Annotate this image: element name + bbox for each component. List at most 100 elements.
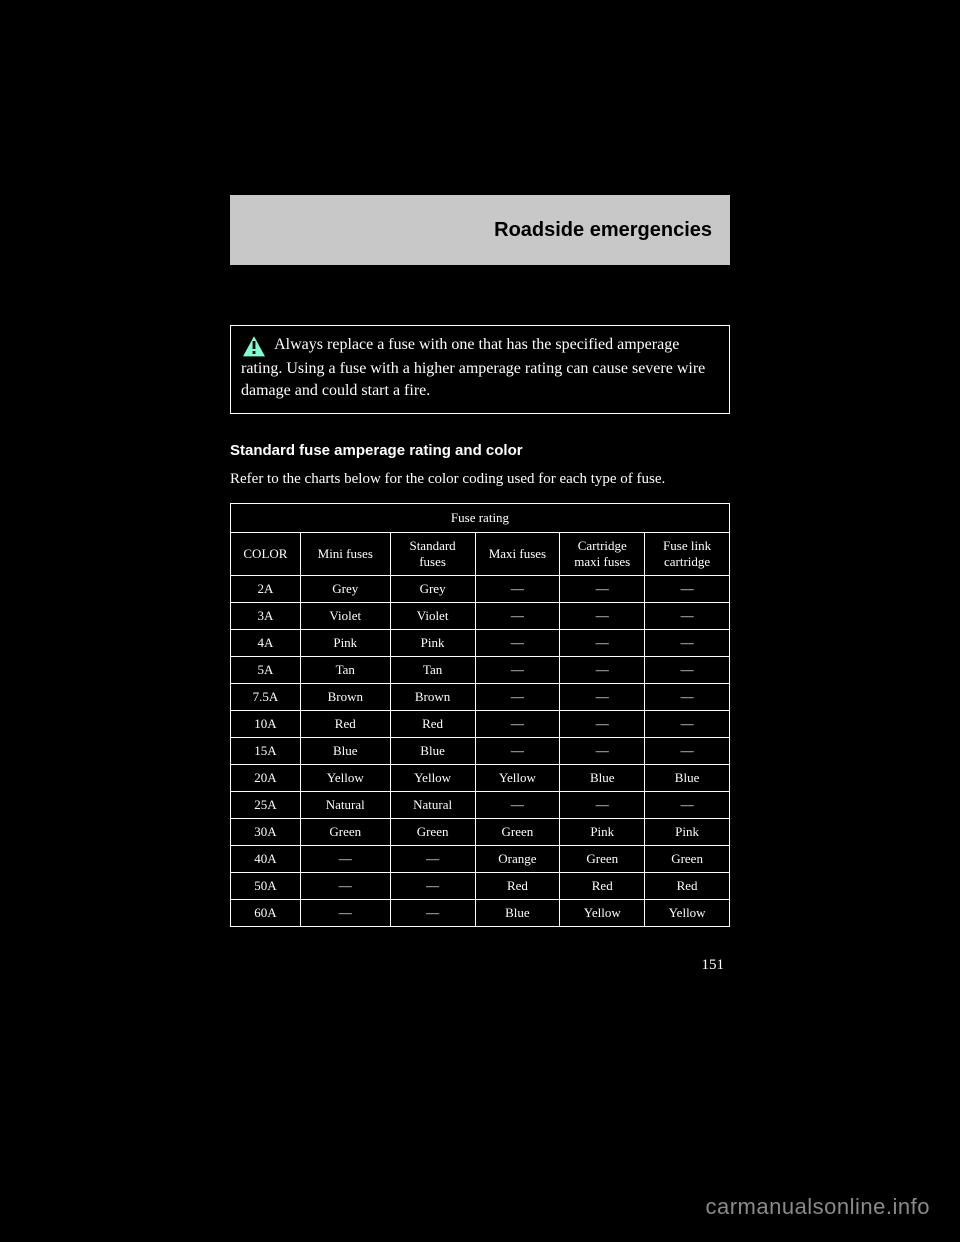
- table-cell: —: [645, 603, 730, 630]
- table-cell: —: [560, 576, 645, 603]
- table-cell: Red: [300, 711, 390, 738]
- table-cell: 30A: [231, 819, 301, 846]
- table-cell: —: [560, 684, 645, 711]
- chapter-header: Roadside emergencies: [230, 195, 730, 265]
- table-cell: Green: [645, 846, 730, 873]
- table-col-0: COLOR: [231, 533, 301, 576]
- table-cell: —: [645, 684, 730, 711]
- table-row: 5ATanTan———: [231, 657, 730, 684]
- table-cell: Tan: [390, 657, 475, 684]
- table-cell: 25A: [231, 792, 301, 819]
- table-cell: —: [560, 738, 645, 765]
- table-cell: —: [645, 792, 730, 819]
- table-cell: 50A: [231, 873, 301, 900]
- table-group-header: Fuse rating: [231, 504, 730, 533]
- table-cell: Yellow: [560, 900, 645, 927]
- table-cell: Blue: [390, 738, 475, 765]
- table-row: 20AYellowYellowYellowBlueBlue: [231, 765, 730, 792]
- table-cell: —: [300, 900, 390, 927]
- table-cell: Yellow: [390, 765, 475, 792]
- table-cell: —: [560, 603, 645, 630]
- warning-box: Always replace a fuse with one that has …: [230, 325, 730, 414]
- table-cell: Violet: [300, 603, 390, 630]
- table-cell: —: [475, 603, 560, 630]
- table-cell: —: [560, 792, 645, 819]
- table-row: 25ANaturalNatural———: [231, 792, 730, 819]
- table-cell: —: [645, 657, 730, 684]
- table-cell: 10A: [231, 711, 301, 738]
- table-cell: —: [300, 846, 390, 873]
- table-cell: Natural: [300, 792, 390, 819]
- table-cell: —: [645, 630, 730, 657]
- table-row: 50A——RedRedRed: [231, 873, 730, 900]
- table-cell: —: [390, 846, 475, 873]
- table-cell: 2A: [231, 576, 301, 603]
- table-cell: 60A: [231, 900, 301, 927]
- table-col-5: Fuse link cartridge: [645, 533, 730, 576]
- table-cell: Brown: [390, 684, 475, 711]
- page-number: 151: [230, 957, 730, 974]
- table-col-3: Maxi fuses: [475, 533, 560, 576]
- table-cell: Blue: [645, 765, 730, 792]
- table-cell: 15A: [231, 738, 301, 765]
- table-cell: Orange: [475, 846, 560, 873]
- table-cell: Red: [390, 711, 475, 738]
- table-cell: —: [300, 873, 390, 900]
- table-row: 3AVioletViolet———: [231, 603, 730, 630]
- table-group-header-row: Fuse rating: [231, 504, 730, 533]
- table-cell: —: [390, 873, 475, 900]
- table-cell: —: [475, 576, 560, 603]
- table-cell: Pink: [390, 630, 475, 657]
- table-cell: Red: [560, 873, 645, 900]
- watermark: carmanualsonline.info: [705, 1194, 930, 1220]
- chapter-title: Roadside emergencies: [494, 219, 712, 242]
- table-cell: Green: [475, 819, 560, 846]
- table-cell: 3A: [231, 603, 301, 630]
- section-sub: Refer to the charts below for the color …: [230, 469, 730, 489]
- table-cell: —: [645, 738, 730, 765]
- table-cell: Natural: [390, 792, 475, 819]
- table-row: 2AGreyGrey———: [231, 576, 730, 603]
- table-row: 40A——OrangeGreenGreen: [231, 846, 730, 873]
- table-cell: Violet: [390, 603, 475, 630]
- table-cell: Red: [475, 873, 560, 900]
- table-cell: —: [560, 657, 645, 684]
- table-cell: —: [390, 900, 475, 927]
- table-cell: Blue: [300, 738, 390, 765]
- table-cell: —: [560, 711, 645, 738]
- table-cell: —: [475, 792, 560, 819]
- table-cell: Green: [560, 846, 645, 873]
- table-cell: Tan: [300, 657, 390, 684]
- table-body: 2AGreyGrey———3AVioletViolet———4APinkPink…: [231, 576, 730, 927]
- table-cell: Yellow: [645, 900, 730, 927]
- table-cell: 4A: [231, 630, 301, 657]
- table-cell: Blue: [475, 900, 560, 927]
- page-container: Roadside emergencies Always replace a fu…: [230, 195, 730, 974]
- table-cell: Blue: [560, 765, 645, 792]
- table-row: 7.5ABrownBrown———: [231, 684, 730, 711]
- table-col-1: Mini fuses: [300, 533, 390, 576]
- table-row: 60A——BlueYellowYellow: [231, 900, 730, 927]
- table-cell: —: [475, 657, 560, 684]
- table-cell: Grey: [300, 576, 390, 603]
- warning-icon: [241, 334, 267, 358]
- table-col-4: Cartridge maxi fuses: [560, 533, 645, 576]
- table-cell: Red: [645, 873, 730, 900]
- table-cell: —: [645, 576, 730, 603]
- table-cell: —: [645, 711, 730, 738]
- table-col-2: Standard fuses: [390, 533, 475, 576]
- fuse-rating-table: Fuse rating COLOR Mini fuses Standard fu…: [230, 503, 730, 927]
- table-row: 10ARedRed———: [231, 711, 730, 738]
- table-cell: Pink: [300, 630, 390, 657]
- table-cell: Yellow: [300, 765, 390, 792]
- warning-text: Always replace a fuse with one that has …: [241, 334, 719, 401]
- section-heading: Standard fuse amperage rating and color: [230, 442, 730, 459]
- table-cell: Green: [390, 819, 475, 846]
- table-column-header-row: COLOR Mini fuses Standard fuses Maxi fus…: [231, 533, 730, 576]
- warning-text-content: Always replace a fuse with one that has …: [241, 336, 705, 399]
- table-cell: Grey: [390, 576, 475, 603]
- table-cell: —: [475, 711, 560, 738]
- table-row: 4APinkPink———: [231, 630, 730, 657]
- table-cell: —: [475, 738, 560, 765]
- table-row: 15ABlueBlue———: [231, 738, 730, 765]
